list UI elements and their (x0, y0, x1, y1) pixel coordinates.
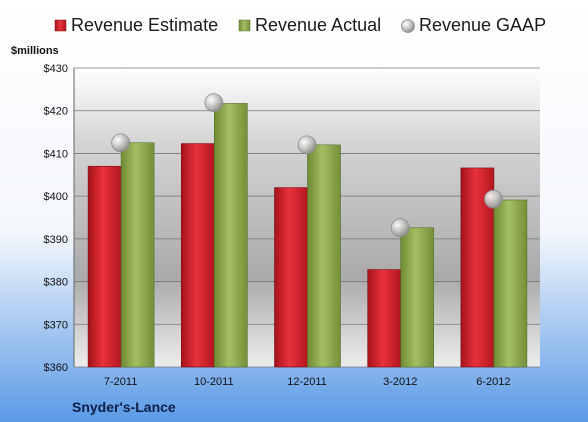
x-tick-label: 7-2011 (104, 376, 137, 388)
bar-revenue-estimate (181, 143, 215, 368)
bar-revenue-estimate (367, 269, 402, 368)
legend-label-actual: Revenue Actual (255, 15, 381, 35)
bar-revenue-estimate (87, 165, 122, 368)
y-tick-label: $420 (44, 106, 68, 118)
x-tick-label: 10-2011 (194, 376, 234, 388)
x-axis-ticks: 7-2011 10-2011 12-2011 3-2012 6-2012 (104, 376, 511, 388)
y-axis-ticks: $360 $370 $380 $390 $400 $410 $420 $430 (44, 63, 68, 374)
y-tick-label: $370 (44, 319, 68, 331)
legend-swatch-estimate (54, 19, 67, 32)
marker-revenue-gaap (390, 218, 410, 238)
bar-revenue-actual (120, 142, 155, 368)
y-tick-label: $360 (44, 362, 68, 374)
company-name: Snyder's-Lance (72, 399, 176, 415)
bar-revenue-actual (307, 144, 341, 368)
y-tick-label: $390 (44, 234, 68, 246)
x-tick-label: 3-2012 (383, 376, 417, 388)
x-tick-label: 6-2012 (476, 376, 510, 388)
legend: Revenue Estimate Revenue Actual Revenue … (54, 15, 546, 35)
gaap-markers (111, 93, 503, 238)
x-tick-label: 12-2011 (287, 376, 327, 388)
bar-revenue-actual (400, 227, 435, 368)
bar-revenue-actual (493, 199, 528, 368)
bar-revenue-estimate (274, 187, 308, 368)
bars (87, 103, 528, 368)
legend-label-estimate: Revenue Estimate (71, 15, 218, 35)
legend-swatch-gaap (401, 19, 415, 33)
y-tick-label: $430 (44, 63, 68, 75)
marker-revenue-gaap (483, 189, 503, 209)
marker-revenue-gaap (111, 133, 130, 153)
legend-swatch-actual (238, 19, 251, 32)
y-tick-label: $410 (44, 148, 68, 160)
y-tick-label: $400 (44, 191, 68, 203)
legend-label-gaap: Revenue GAAP (419, 15, 546, 35)
marker-revenue-gaap (204, 93, 224, 112)
marker-revenue-gaap (297, 135, 317, 155)
bar-revenue-actual (214, 103, 248, 368)
y-axis-unit-label: $millions (11, 45, 59, 57)
y-tick-label: $380 (44, 277, 68, 289)
